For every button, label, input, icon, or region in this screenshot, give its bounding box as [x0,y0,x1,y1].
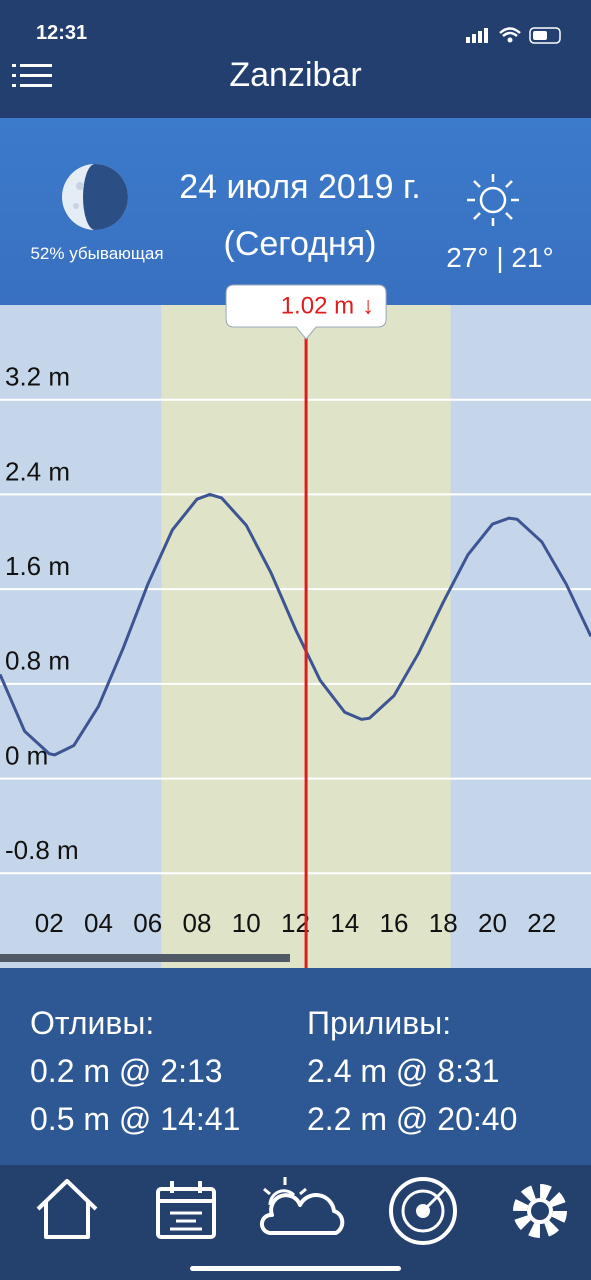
high-title: Приливы: [307,1005,452,1041]
scroll-indicator [0,954,290,962]
radar-tab[interactable] [389,1177,457,1245]
current-value: 1.02 m [281,292,354,319]
current-callout [225,284,387,340]
weather-tab[interactable] [260,1177,345,1235]
x-tick-label: 06 [133,908,162,938]
low-title: Отливы: [30,1005,155,1041]
menu-button[interactable] [12,62,54,90]
tides-panel [0,968,591,1165]
sun-icon [467,174,519,226]
status-icons [466,27,561,44]
settings-tab[interactable] [513,1184,567,1238]
x-tick-label: 02 [35,908,64,938]
temperature: 27° | 21° [446,242,554,273]
x-tick-label: 04 [84,908,113,938]
tide-chart: -0.8 m0 m0.8 m1.6 m2.4 m3.2 m02 04 06 08 10 1… [0,284,591,968]
x-tick-label: 18 [429,908,458,938]
low-tide: 0.5 m @ 14:41 [30,1101,241,1137]
low-tide: 0.2 m @ 2:13 [30,1053,223,1089]
status-time: 12:31 [36,22,88,44]
today-label: (Сегодня) [223,225,377,263]
date: 24 июля 2019 г. [179,168,421,206]
x-tick-label: 22 [527,908,556,938]
y-tick-label: 3.2 m [5,362,70,392]
tab-bar [36,1177,567,1271]
y-tick-label: 1.6 m [5,551,70,581]
x-tick-label: 14 [330,908,359,938]
moon-phase: 52% убывающая [30,244,164,263]
home-indicator [190,1266,401,1271]
current-trend: ↓ [362,292,374,319]
high-tide: 2.2 m @ 20:40 [307,1101,518,1137]
y-tick-label: 0.8 m [5,646,70,676]
x-tick-label: 10 [232,908,261,938]
moon-icon [62,164,128,230]
top-bar [0,0,591,118]
y-tick-label: 2.4 m [5,456,70,486]
x-tick-label: 08 [183,908,212,938]
x-tick-label: 20 [478,908,507,938]
header-title: Zanzibar [229,56,362,94]
home-tab[interactable] [36,1179,98,1239]
x-tick-label: 16 [380,908,409,938]
high-tide: 2.4 m @ 8:31 [307,1053,500,1089]
tide-curve [0,492,591,757]
calendar-tab[interactable] [156,1181,216,1239]
y-tick-label: -0.8 m [5,835,79,865]
